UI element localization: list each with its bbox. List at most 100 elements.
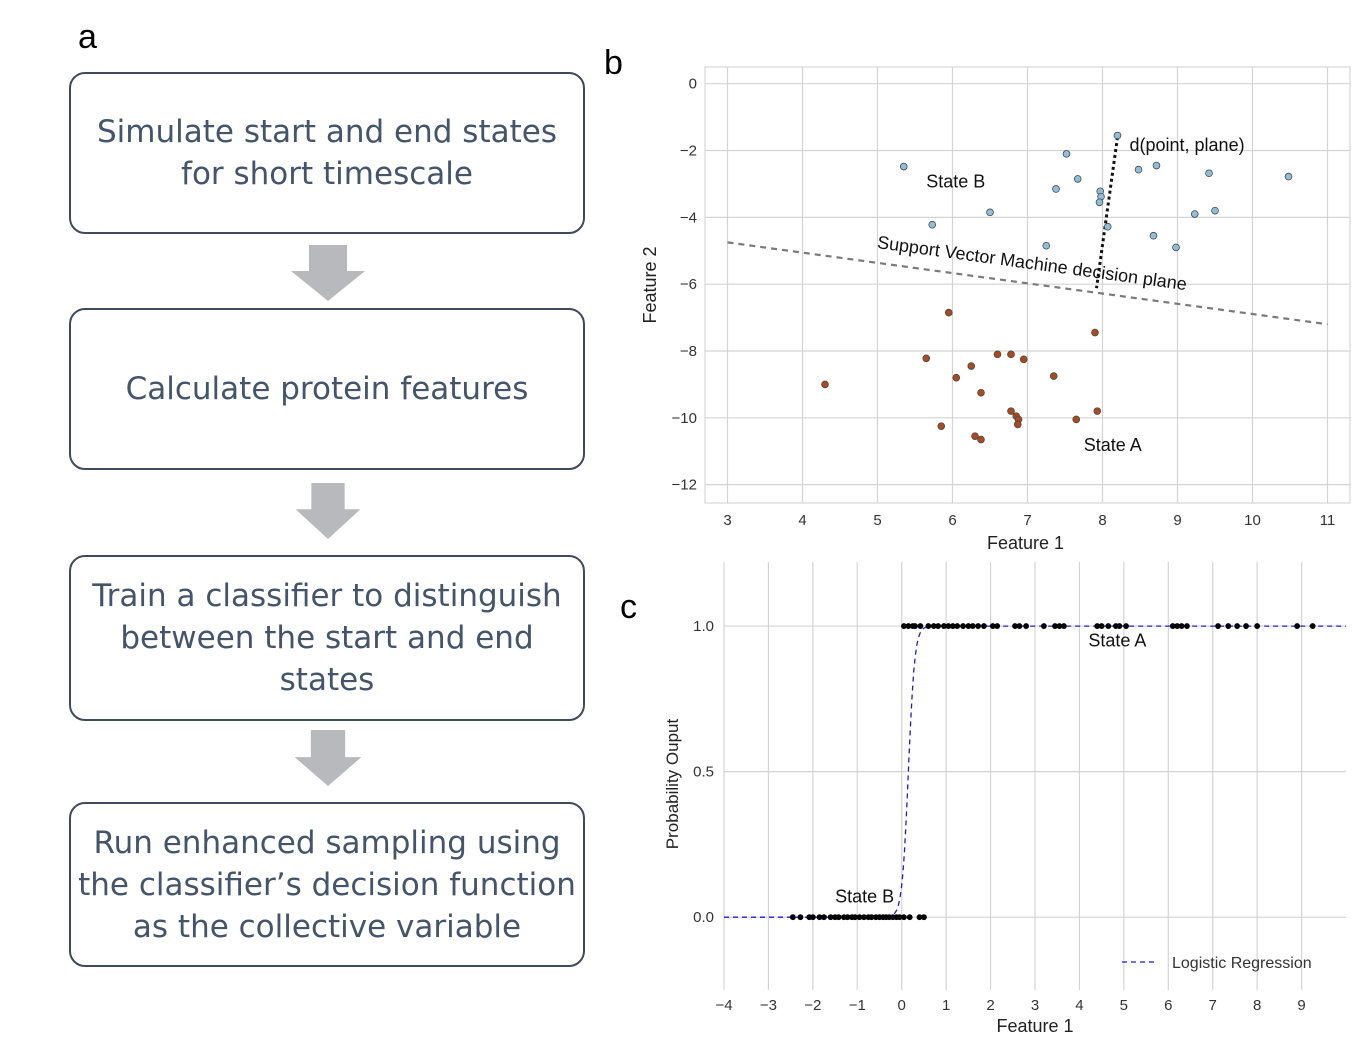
x-tick-label: 4 xyxy=(798,512,806,529)
x-tick-label: −2 xyxy=(804,997,821,1014)
state-a-point xyxy=(1013,420,1022,429)
flow-step-enhanced-sampling: Run enhanced sampling using the classifi… xyxy=(69,802,585,967)
y-tick-label: −8 xyxy=(680,343,697,360)
state-b-point xyxy=(896,914,903,921)
state-a-annotation: State A xyxy=(1084,435,1142,455)
x-tick-label: 3 xyxy=(1031,997,1039,1014)
state-a-point xyxy=(1014,415,1023,424)
flow-step-enhanced-sampling-text: Run enhanced sampling using the classifi… xyxy=(78,824,576,945)
state-b-point xyxy=(865,914,872,921)
state-b-point xyxy=(835,914,842,921)
state-b-point xyxy=(893,914,900,921)
state-b-point xyxy=(809,914,816,921)
state-a-point xyxy=(954,623,961,629)
state-a-point xyxy=(1234,623,1241,629)
x-tick-label: −3 xyxy=(760,997,777,1014)
state-b-point xyxy=(1042,241,1051,250)
state-b-point xyxy=(849,914,855,921)
state-a-point xyxy=(937,422,946,430)
down-arrow-icon xyxy=(295,483,361,539)
state-a-point xyxy=(1184,623,1190,629)
state-a-point xyxy=(912,623,918,629)
y-tick-label: −6 xyxy=(680,276,697,293)
state-b-point xyxy=(921,914,927,921)
state-b-annotation: State B xyxy=(835,887,894,907)
x-axis-label: Feature 1 xyxy=(996,1016,1073,1036)
state-b-point xyxy=(789,914,796,921)
state-a-point xyxy=(1072,415,1081,424)
state-b-point xyxy=(856,914,863,921)
state-b-point xyxy=(1134,165,1143,174)
state-b-point xyxy=(1172,243,1180,252)
x-tick-label: 4 xyxy=(1075,997,1083,1014)
state-a-point xyxy=(969,623,976,629)
distance-line xyxy=(1095,136,1119,289)
state-a-point xyxy=(944,308,953,317)
state-a-point xyxy=(1012,412,1021,420)
flow-step-train-classifier-text: Train a classifier to distinguish betwee… xyxy=(92,578,562,698)
state-a-point xyxy=(909,623,916,629)
state-a-point xyxy=(1019,355,1028,364)
state-b-point xyxy=(832,914,838,921)
state-b-point xyxy=(873,914,879,921)
state-a-annotation: State A xyxy=(1088,630,1146,650)
state-b-point xyxy=(901,914,907,921)
state-b-point xyxy=(1113,131,1122,140)
x-tick-label: 2 xyxy=(986,997,994,1014)
y-tick-label: 0.5 xyxy=(693,764,714,781)
flow-step-simulate-text: Simulate start and end states for short … xyxy=(97,114,557,192)
x-axis-label: Feature 1 xyxy=(987,533,1064,553)
x-tick-label: 5 xyxy=(873,512,881,529)
panel-c-label: c xyxy=(620,588,637,626)
down-arrow-icon xyxy=(291,245,365,301)
state-a-point xyxy=(1016,623,1023,629)
state-a-point xyxy=(949,623,956,629)
state-a-point xyxy=(1094,623,1101,629)
state-a-point xyxy=(905,623,912,629)
state-b-point xyxy=(986,208,994,217)
state-b-point xyxy=(1211,206,1219,215)
state-a-point xyxy=(1309,623,1316,629)
state-b-point xyxy=(1073,175,1082,183)
state-a-point xyxy=(967,362,976,370)
state-a-point xyxy=(1098,623,1105,629)
state-b-point xyxy=(1190,210,1199,218)
y-tick-label: −10 xyxy=(672,410,697,427)
state-a-point xyxy=(1178,623,1185,629)
state-b-point xyxy=(906,914,913,921)
state-a-point xyxy=(917,623,924,629)
y-tick-label: −2 xyxy=(680,143,697,160)
x-tick-label: −1 xyxy=(849,997,866,1014)
state-a-point xyxy=(1243,623,1249,629)
x-tick-label: 1 xyxy=(942,997,950,1014)
plot-area xyxy=(704,66,1351,504)
logistic-regression-curve xyxy=(724,625,1346,918)
state-a-point xyxy=(1294,623,1301,629)
state-b-point xyxy=(1097,192,1105,201)
state-a-point xyxy=(975,623,982,629)
state-a-point xyxy=(945,623,952,629)
state-b-point xyxy=(880,914,886,921)
distance-label: d(point, plane) xyxy=(1130,135,1245,155)
state-b-point xyxy=(1152,161,1161,170)
flow-step-simulate: Simulate start and end states for short … xyxy=(69,72,585,234)
x-tick-label: 11 xyxy=(1320,512,1336,529)
state-b-point xyxy=(821,914,827,921)
x-tick-label: 7 xyxy=(1023,512,1031,529)
y-tick-label: −4 xyxy=(680,209,697,226)
decision-plane-label: Support Vector Machine decision plane xyxy=(876,232,1188,294)
state-a-point xyxy=(935,623,942,629)
x-tick-label: 0 xyxy=(898,997,906,1014)
state-a-point xyxy=(1169,623,1176,629)
state-a-point xyxy=(1091,328,1099,337)
state-a-point xyxy=(981,623,987,629)
state-b-point xyxy=(916,914,923,921)
state-b-point xyxy=(868,914,875,921)
svm-decision-plane xyxy=(727,241,1328,326)
state-b-point xyxy=(1062,150,1071,158)
x-tick-label: 8 xyxy=(1098,512,1106,529)
state-b-point xyxy=(899,162,908,171)
flow-step-features: Calculate protein features xyxy=(69,308,585,470)
state-a-point xyxy=(1225,623,1232,629)
state-b-point xyxy=(1205,169,1213,178)
